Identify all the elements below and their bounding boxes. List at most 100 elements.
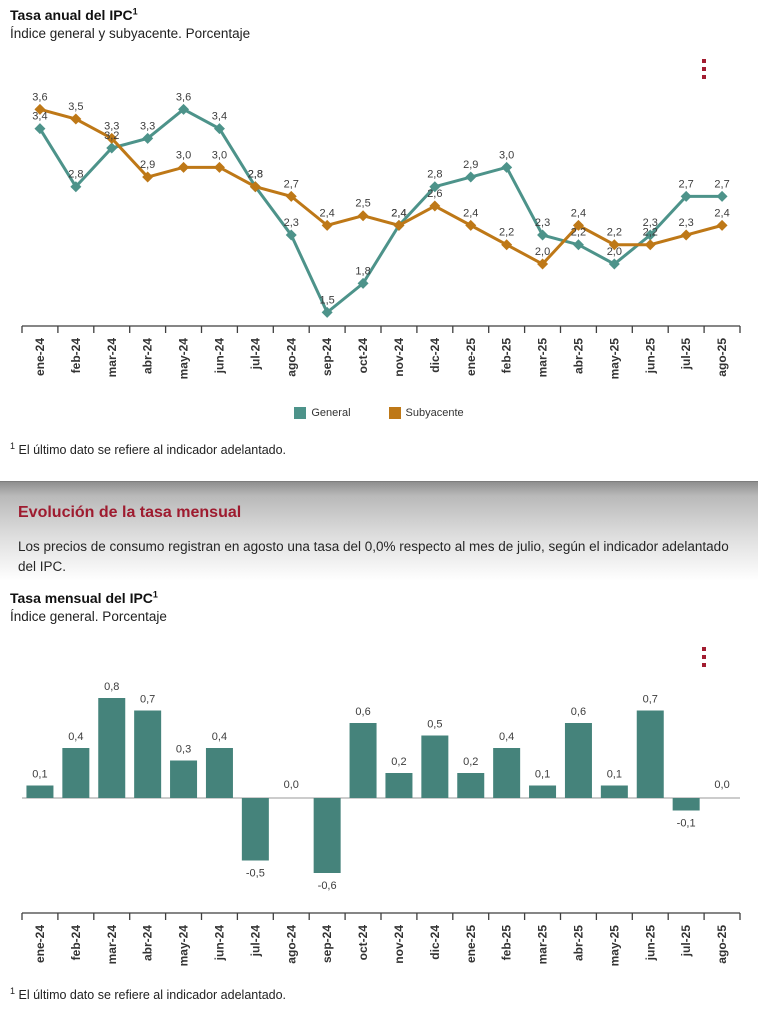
bar	[636, 710, 664, 798]
annual-rate-line-chart: 3,42,83,23,33,63,42,82,31,51,82,42,82,93…	[21, 91, 741, 380]
data-point-label: 2,3	[535, 217, 550, 229]
x-axis-label: feb-24	[69, 338, 83, 374]
x-axis-label: jun-25	[643, 925, 657, 962]
footnote-marker: 1	[10, 441, 16, 451]
data-point-label: 3,0	[212, 149, 227, 161]
data-point-marker-general	[537, 229, 549, 241]
kebab-dot	[702, 663, 706, 667]
bar	[170, 760, 198, 798]
bar-value-label: -0,6	[318, 880, 337, 892]
bar	[349, 723, 377, 798]
data-point-marker-subyacente	[465, 219, 477, 231]
x-axis-label: nov-24	[392, 338, 406, 377]
data-point-label: 2,4	[571, 207, 586, 219]
x-axis-label: mar-24	[105, 925, 119, 965]
data-point-label: 2,8	[68, 169, 83, 181]
x-axis-label: mar-24	[105, 338, 119, 378]
x-axis-label: mar-25	[536, 925, 550, 965]
data-point-label: 3,0	[499, 149, 514, 161]
series-line-general	[38, 107, 723, 315]
data-point-marker-general	[34, 123, 46, 135]
monthly-chart-menu-kebab-icon[interactable]	[696, 645, 712, 669]
data-point-marker-subyacente	[321, 219, 333, 231]
bar	[313, 798, 341, 873]
data-point-marker-general	[680, 190, 692, 202]
annual-chart-header: Tasa anual del IPC1 Índice general y sub…	[10, 6, 250, 43]
data-point-label: 2,2	[571, 227, 586, 239]
monthly-chart-subtitle: Índice general. Porcentaje	[10, 609, 167, 625]
bar-value-label: 0,5	[427, 719, 442, 731]
data-point-label: 2,9	[463, 159, 478, 171]
series-line-subyacente	[39, 107, 723, 266]
x-axis-label: jul-25	[679, 338, 693, 371]
monthly-chart-header: Tasa mensual del IPC1 Índice general. Po…	[10, 589, 167, 626]
kebab-dot	[702, 75, 706, 79]
bar-value-label: 0,4	[68, 731, 83, 743]
data-point-marker-general	[321, 306, 333, 318]
data-point-marker-subyacente	[34, 103, 46, 115]
kebab-dot	[702, 647, 706, 651]
data-point-label: 2,4	[320, 207, 335, 219]
kebab-dot	[702, 655, 706, 659]
data-point-marker-subyacente	[680, 229, 692, 241]
x-axis-label: sep-24	[320, 925, 334, 963]
bar-value-label: 0,1	[607, 769, 622, 781]
annual-chart-title: Tasa anual del IPC1	[10, 6, 250, 24]
x-axis-label: ene-25	[464, 338, 478, 376]
data-point-label: 2,8	[248, 169, 263, 181]
data-point-marker-general	[106, 142, 118, 154]
bar-value-label: 0,6	[355, 706, 370, 718]
bar-value-label: 0,1	[535, 769, 550, 781]
data-point-marker-general	[501, 161, 513, 173]
x-axis-label: sep-24	[320, 338, 334, 376]
data-point-label: 2,0	[535, 246, 550, 258]
data-point-marker-general	[465, 171, 477, 183]
data-point-label: 2,2	[607, 227, 622, 239]
bar-value-label: 0,7	[140, 694, 155, 706]
x-axis-label: jun-24	[212, 338, 226, 375]
bar-value-label: -0,1	[677, 818, 696, 830]
kebab-dot	[702, 59, 706, 63]
data-point-label: 2,7	[679, 178, 694, 190]
x-axis-label: mar-25	[536, 338, 550, 378]
bar	[529, 785, 557, 798]
data-point-label: 2,3	[284, 217, 299, 229]
legend-item-general: General	[294, 407, 351, 419]
bar	[564, 723, 592, 798]
annual-chart-menu-kebab-icon[interactable]	[696, 57, 712, 81]
data-point-marker-general	[213, 123, 225, 135]
legend-label-general: General	[311, 407, 351, 419]
monthly-section-header-band: Evolución de la tasa mensual Los precios…	[0, 481, 758, 581]
annual-title-footnote-marker: 1	[132, 6, 138, 17]
bar-value-label: 0,2	[463, 756, 478, 768]
annual-chart-subtitle: Índice general y subyacente. Porcentaje	[10, 26, 251, 42]
x-axis-label: ene-24	[33, 338, 47, 376]
bar-value-label: 0,1	[32, 769, 47, 781]
data-point-marker-subyacente	[501, 239, 513, 251]
x-axis-label: may-24	[177, 338, 191, 380]
data-point-marker-subyacente	[429, 200, 441, 212]
data-point-label: 2,9	[140, 159, 155, 171]
data-point-label: 1,8	[355, 265, 370, 277]
x-axis-label: may-24	[177, 925, 191, 967]
x-axis-label: abr-24	[141, 338, 155, 374]
annual-chart-title-text: Tasa anual del IPC	[10, 7, 133, 23]
x-axis-label: oct-24	[356, 925, 370, 961]
data-point-marker-general	[142, 132, 154, 144]
data-point-marker-subyacente	[178, 161, 190, 173]
data-point-marker-subyacente	[716, 219, 728, 231]
bar-value-label: 0,2	[391, 756, 406, 768]
data-point-marker-subyacente	[357, 210, 369, 222]
x-axis-label: ago-24	[284, 338, 298, 377]
data-point-marker-general	[285, 229, 297, 241]
data-point-marker-subyacente	[572, 219, 584, 231]
data-point-label: 2,4	[391, 207, 406, 219]
data-point-label: 2,3	[643, 217, 658, 229]
bar	[134, 710, 162, 798]
data-point-marker-subyacente	[285, 190, 297, 202]
x-axis-label: ago-24	[284, 925, 298, 964]
data-point-label: 3,4	[32, 111, 47, 123]
data-point-label: 2,8	[427, 169, 442, 181]
monthly-chart-footnote: 1 El último dato se refiere al indicador…	[10, 986, 286, 1002]
data-point-marker-general	[70, 181, 82, 193]
